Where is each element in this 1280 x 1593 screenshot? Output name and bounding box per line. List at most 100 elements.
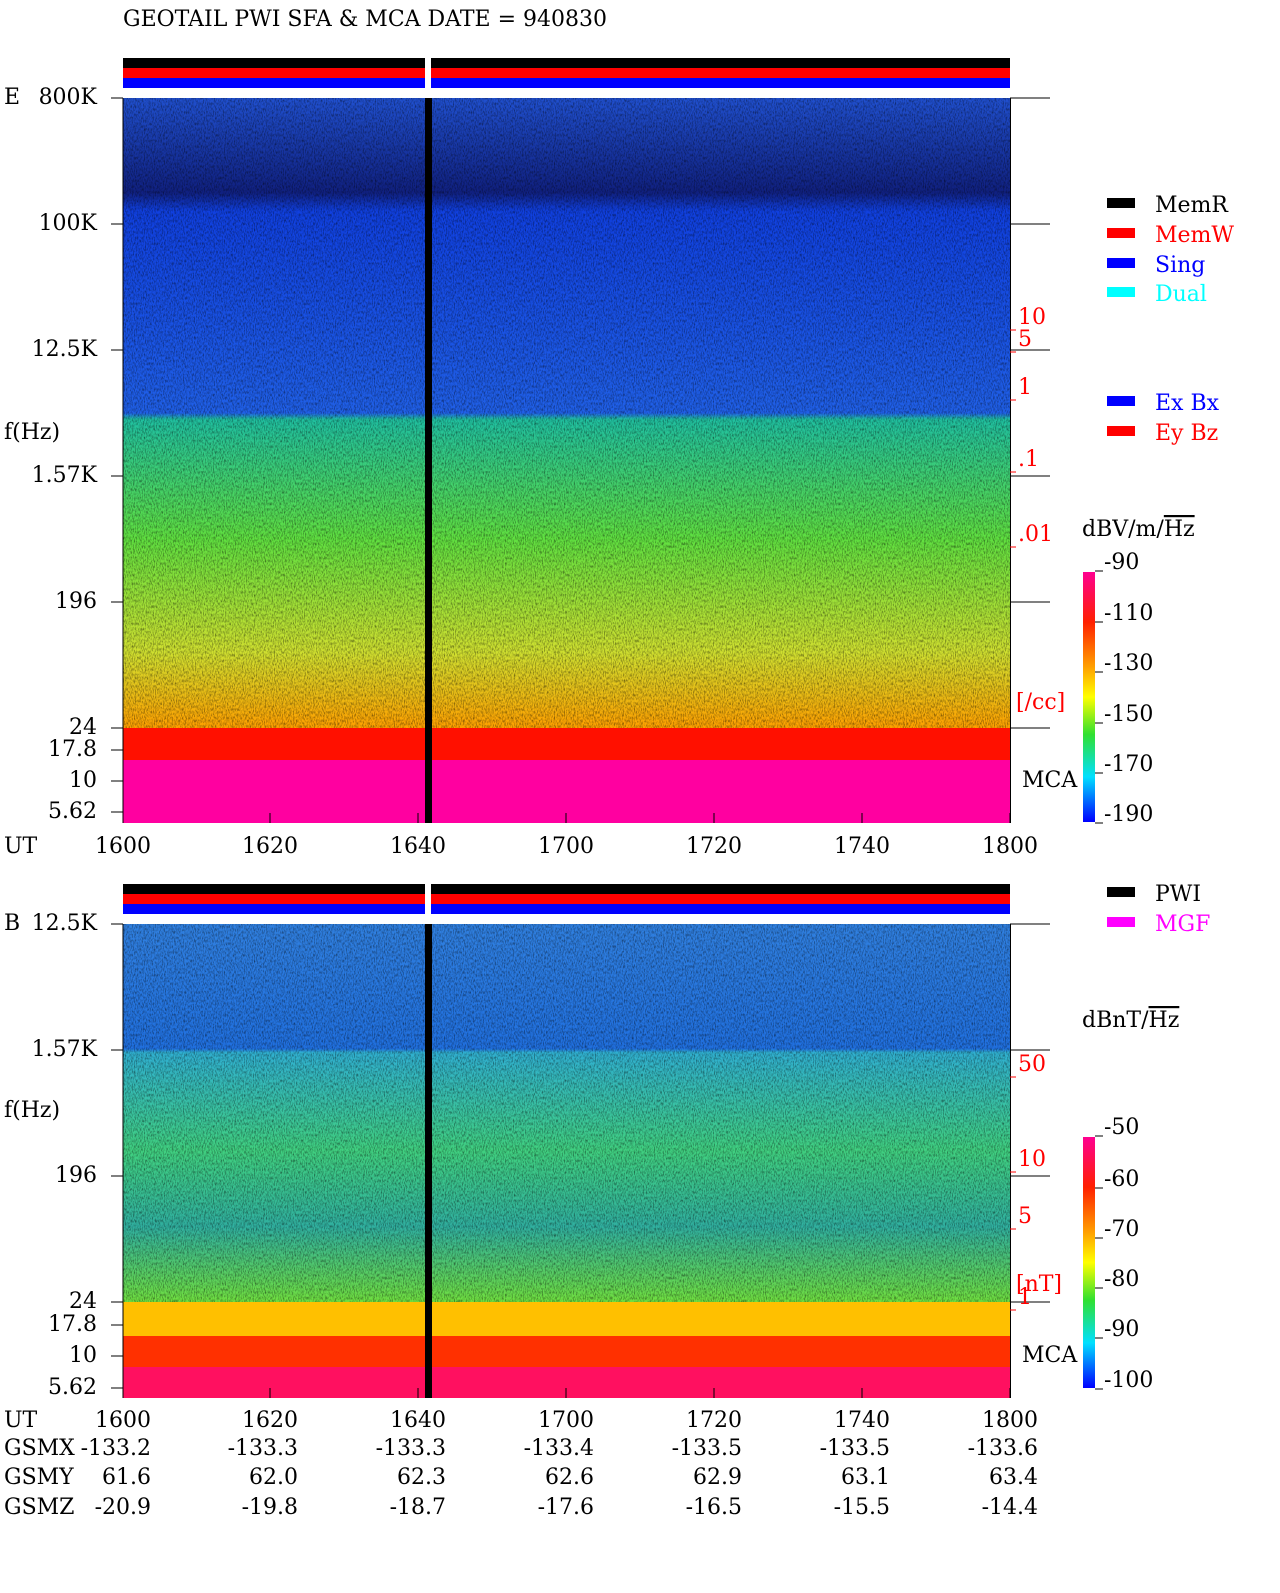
gap-marker — [425, 58, 431, 88]
orbit-value: -133.2 — [81, 1436, 151, 1461]
data-gap — [425, 924, 432, 1398]
right-tick-label: 1 — [1018, 1285, 1032, 1310]
orbit-value: 62.0 — [249, 1465, 298, 1490]
orbit-value: 62.6 — [545, 1465, 594, 1490]
legend-label: Ey Bz — [1155, 421, 1218, 446]
mode-bar — [123, 68, 1010, 78]
colorbar-tick-label: -150 — [1104, 702, 1153, 727]
x-tick-label: 1620 — [242, 834, 298, 859]
colorbar-tick-label: -100 — [1104, 1368, 1153, 1393]
colorbar-tick-label: -130 — [1104, 651, 1153, 676]
spectrogram-band — [123, 728, 1010, 760]
legend-label: Ex Bx — [1155, 391, 1220, 416]
panel-label: E — [4, 85, 20, 110]
orbit-row-name: GSMX — [4, 1436, 75, 1461]
right-tick-label: 10 — [1018, 1147, 1046, 1172]
x-tick-label: 1800 — [982, 834, 1038, 859]
gap-marker — [425, 884, 431, 914]
y-tick-label: 24 — [69, 715, 97, 740]
y-tick-label: 10 — [69, 1343, 97, 1368]
unit-label: dBV/m/Hz — [1082, 517, 1195, 542]
legend-label: MemW — [1155, 223, 1234, 248]
y-tick-label: 17.8 — [48, 737, 97, 762]
right-tick-label: 5 — [1018, 1204, 1032, 1229]
legend-swatch — [1107, 887, 1135, 897]
colorbar-tick-label: -60 — [1104, 1167, 1139, 1192]
orbit-value: -17.6 — [538, 1495, 594, 1520]
legend-swatch — [1107, 258, 1135, 268]
y-tick-label: 24 — [69, 1289, 97, 1314]
x-tick-label: 1720 — [686, 834, 742, 859]
x-tick-label: 1720 — [686, 1408, 742, 1433]
panel-label: B — [4, 911, 20, 936]
y-tick-label: 800K — [39, 85, 98, 110]
legend-swatch — [1107, 426, 1135, 436]
colorbar-tick-label: -70 — [1104, 1217, 1139, 1242]
orbit-row-name: GSMY — [4, 1465, 74, 1490]
orbit-value: -133.3 — [376, 1436, 446, 1461]
spectrogram-noise — [123, 924, 1010, 1302]
legend-label: MGF — [1155, 912, 1210, 937]
orbit-value: -16.5 — [686, 1495, 742, 1520]
x-tick-label: 1640 — [390, 1408, 446, 1433]
y-tick-label: 100K — [39, 211, 98, 236]
unit-root: Hz — [1149, 1008, 1180, 1033]
spectrogram-band — [123, 1302, 1010, 1336]
legend-label: Sing — [1155, 253, 1205, 278]
colorbar — [1083, 572, 1095, 822]
unit-text: dBV/m/ — [1082, 517, 1164, 542]
y-tick-label: 196 — [55, 589, 97, 614]
right-unit: [/cc] — [1016, 690, 1065, 715]
legend-swatch — [1107, 198, 1135, 208]
x-tick-label: 1640 — [390, 834, 446, 859]
colorbar — [1083, 1137, 1095, 1388]
mca-label: MCA — [1022, 768, 1078, 793]
x-tick-label: 1740 — [834, 834, 890, 859]
right-tick-label: 50 — [1018, 1052, 1046, 1077]
colorbar-tick-label: -190 — [1104, 802, 1153, 827]
colorbar-tick-label: -170 — [1104, 752, 1153, 777]
mca-label: MCA — [1022, 1343, 1078, 1368]
orbit-value: -133.6 — [968, 1436, 1038, 1461]
spectrogram-noise — [123, 98, 1010, 728]
mode-bar — [123, 58, 1010, 68]
x-tick-label: 1700 — [538, 1408, 594, 1433]
right-tick-label: 1 — [1018, 375, 1032, 400]
mode-bar — [123, 894, 1010, 904]
x-tick-label: 1620 — [242, 1408, 298, 1433]
y-axis-label: f(Hz) — [4, 420, 60, 445]
spectrogram-band — [123, 760, 1010, 823]
colorbar-tick-label: -50 — [1104, 1115, 1139, 1140]
orbit-value: -14.4 — [982, 1495, 1038, 1520]
orbit-value: -18.7 — [390, 1495, 446, 1520]
data-gap — [425, 98, 432, 823]
colorbar-tick-label: -110 — [1104, 601, 1153, 626]
y-tick-label: 1.57K — [32, 1037, 98, 1062]
orbit-value: -20.9 — [95, 1495, 151, 1520]
orbit-value: -133.5 — [672, 1436, 742, 1461]
y-tick-label: 5.62 — [48, 799, 97, 824]
orbit-row-name: GSMZ — [4, 1495, 74, 1520]
x-tick-label: 1700 — [538, 834, 594, 859]
orbit-value: -15.5 — [834, 1495, 890, 1520]
legend-swatch — [1107, 287, 1135, 297]
right-tick-label: 10 — [1018, 305, 1046, 330]
right-tick-label: .01 — [1018, 522, 1053, 547]
y-tick-label: 10 — [69, 768, 97, 793]
orbit-value: 63.4 — [989, 1465, 1038, 1490]
orbit-value: -133.5 — [820, 1436, 890, 1461]
x-tick-label: 1740 — [834, 1408, 890, 1433]
colorbar-tick-label: -90 — [1104, 550, 1139, 575]
y-tick-label: 5.62 — [48, 1375, 97, 1400]
spectrogram-band — [123, 1336, 1010, 1367]
colorbar-tick-label: -90 — [1104, 1317, 1139, 1342]
legend-label: MemR — [1155, 193, 1229, 218]
x-tick-label: 1800 — [982, 1408, 1038, 1433]
time-axis-label: UT — [4, 1408, 38, 1433]
y-axis-label: f(Hz) — [4, 1098, 60, 1123]
right-unit: [nT] — [1016, 1272, 1062, 1297]
mode-bar — [123, 884, 1010, 894]
y-tick-label: 196 — [55, 1163, 97, 1188]
unit-root: Hz — [1164, 517, 1195, 542]
y-tick-label: 1.57K — [32, 463, 98, 488]
